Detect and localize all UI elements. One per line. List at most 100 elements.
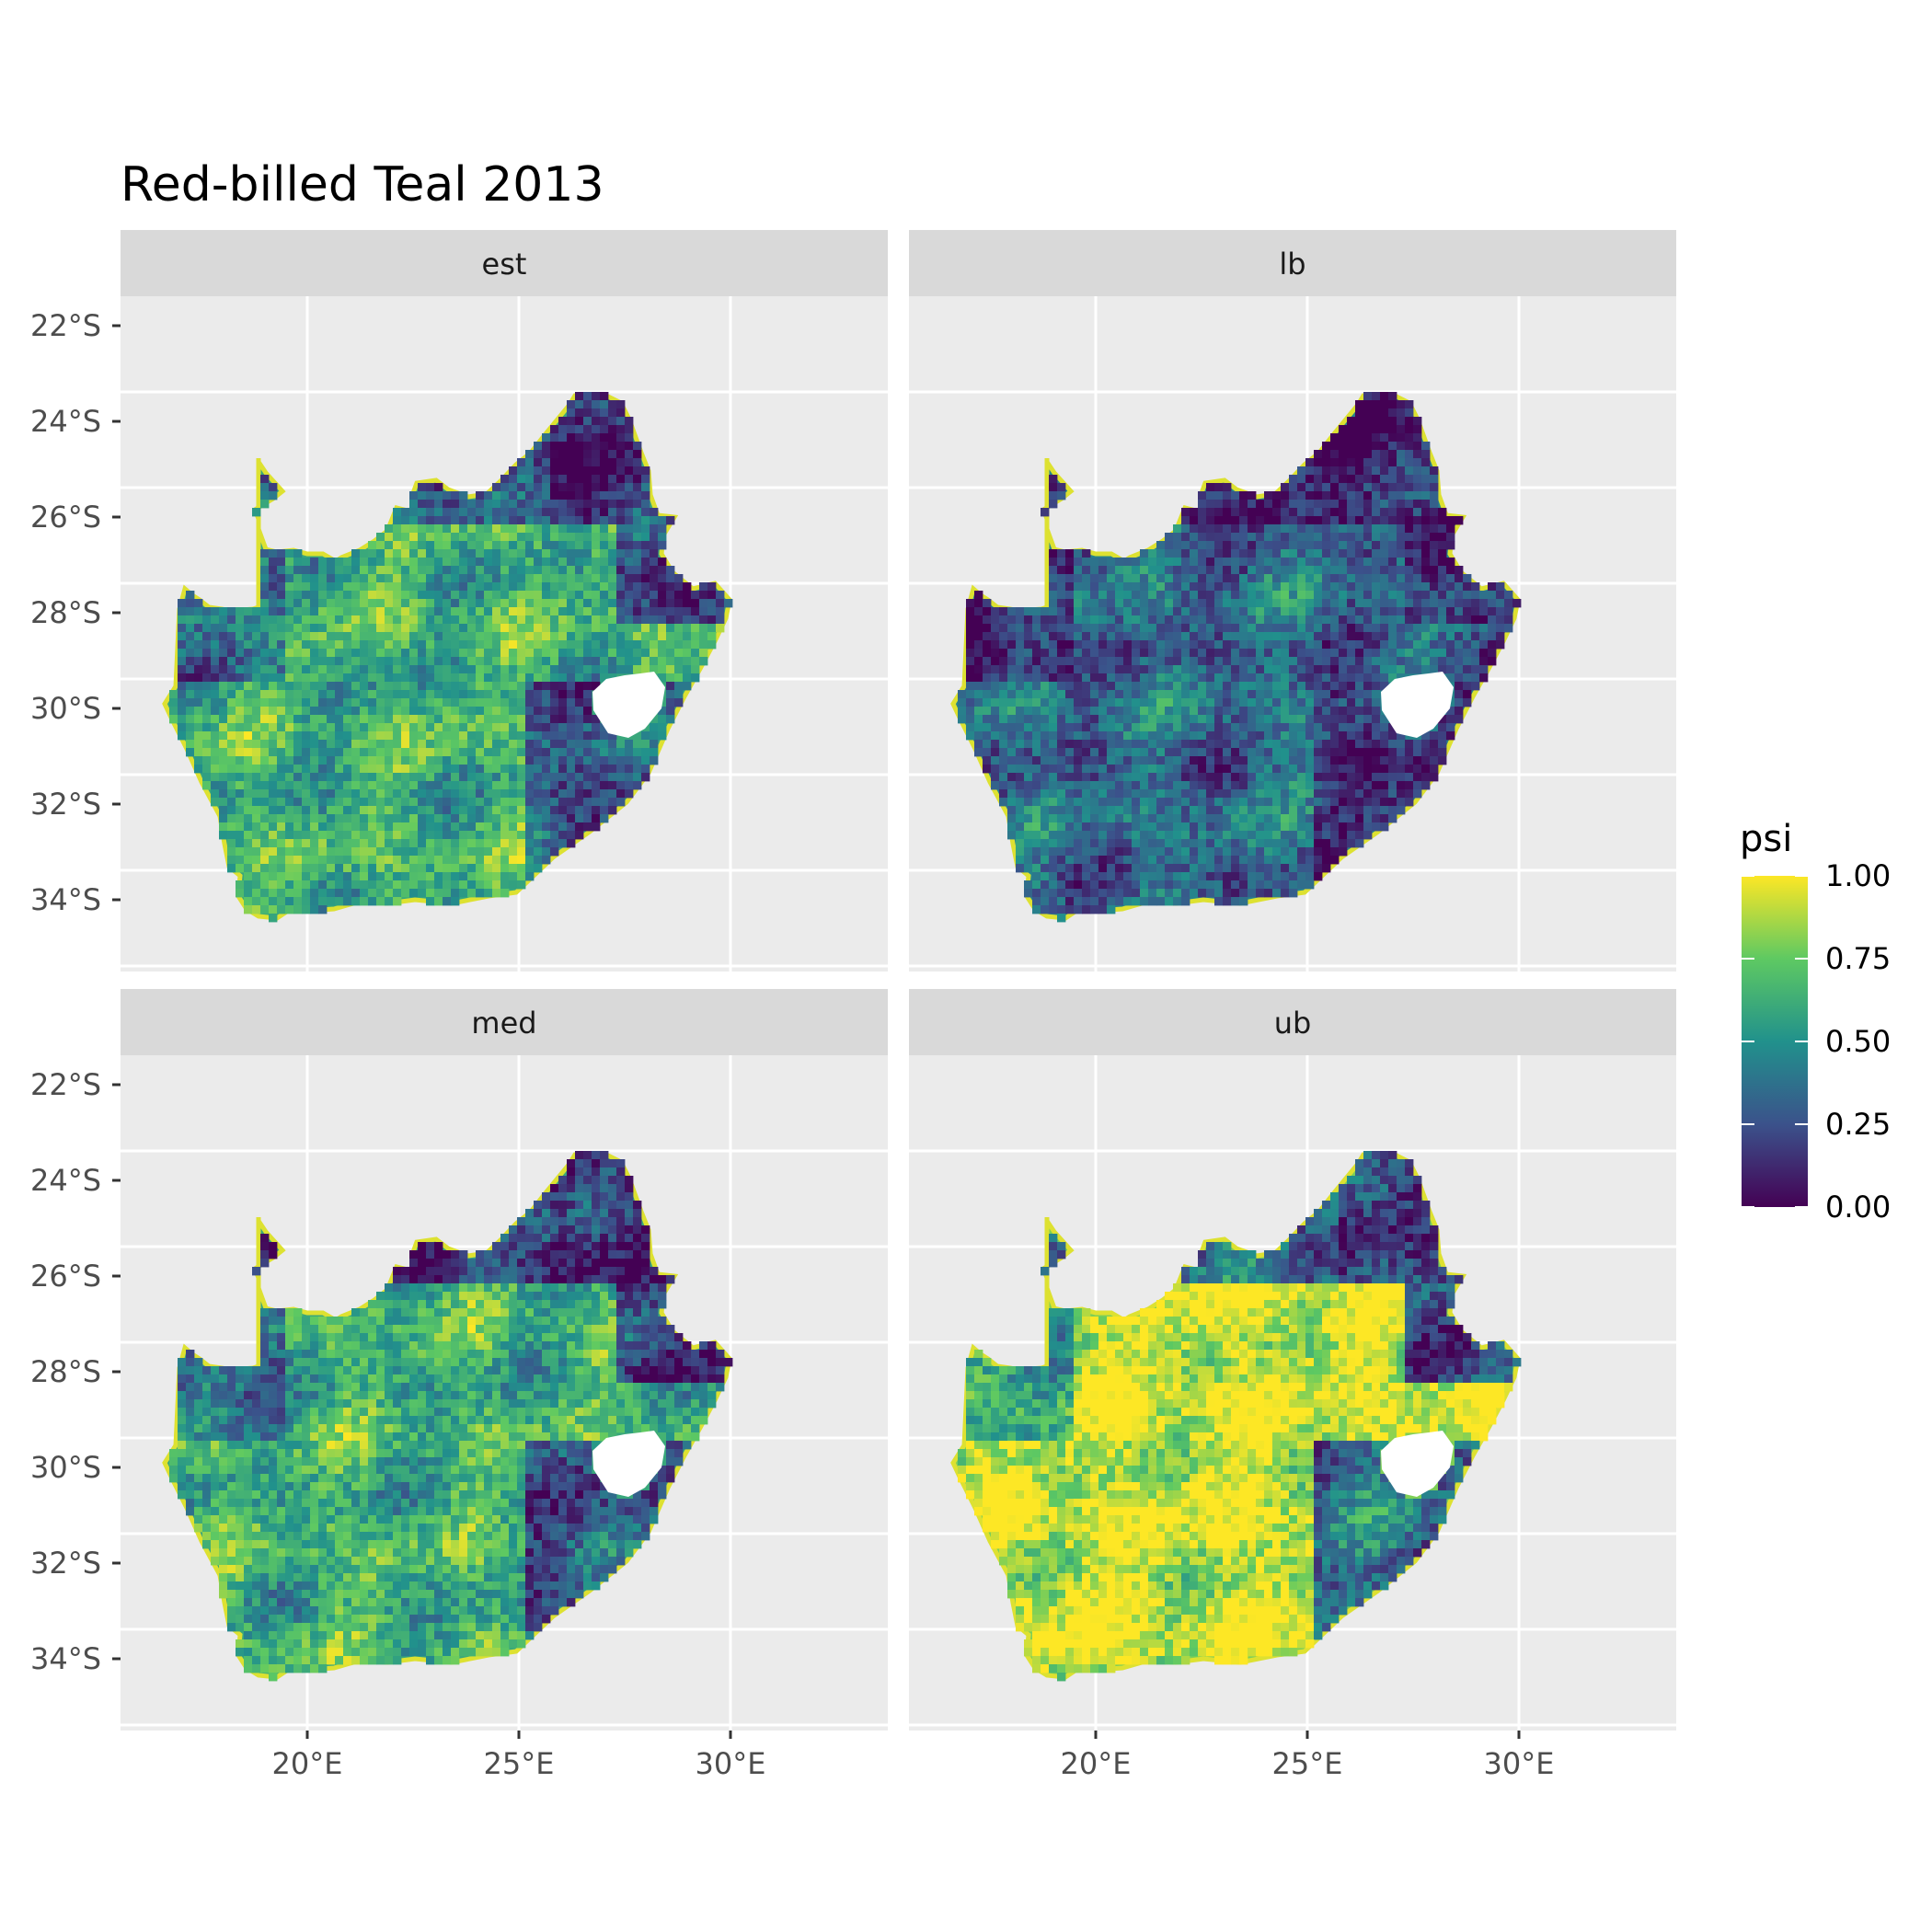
- raster-cell: [999, 731, 1008, 741]
- raster-cell: [1388, 657, 1397, 666]
- raster-cell: [1272, 582, 1282, 592]
- raster-cell: [360, 723, 369, 732]
- raster-cell: [1198, 773, 1207, 782]
- raster-cell: [1355, 558, 1364, 567]
- raster-cell: [500, 756, 510, 765]
- raster-cell: [1372, 781, 1381, 790]
- lesotho-gap: [592, 672, 665, 738]
- raster-cell: [277, 607, 286, 616]
- raster-cell: [1496, 582, 1505, 592]
- raster-cell: [1140, 632, 1149, 641]
- raster-cell: [1065, 549, 1075, 558]
- raster-cell: [244, 781, 253, 790]
- raster-cell: [1057, 657, 1066, 666]
- raster-cell: [459, 558, 468, 567]
- raster-cell: [1314, 541, 1323, 550]
- raster-cell: [1256, 566, 1265, 575]
- raster-cell: [1165, 806, 1174, 815]
- raster-cell: [186, 599, 195, 608]
- raster-cell: [1082, 731, 1091, 741]
- raster-cell: [616, 632, 626, 641]
- raster-cell: [1272, 773, 1282, 782]
- raster-cell: [1297, 831, 1306, 840]
- raster-cell: [1322, 831, 1331, 840]
- raster-cell: [219, 632, 228, 641]
- raster-cell: [318, 673, 328, 683]
- raster-cell: [1388, 756, 1397, 765]
- raster-cell: [318, 707, 328, 716]
- raster-cell: [244, 765, 253, 774]
- raster-cell: [310, 814, 319, 823]
- raster-cell: [608, 649, 617, 658]
- raster-cell: [1413, 765, 1422, 774]
- raster-cell: [269, 880, 278, 890]
- raster-cell: [633, 781, 642, 790]
- raster-cell: [368, 640, 377, 650]
- raster-cell: [401, 707, 410, 716]
- raster-cell: [1471, 624, 1480, 633]
- raster-cell: [1082, 682, 1091, 691]
- raster-cell: [1024, 831, 1033, 840]
- raster-cell: [1206, 781, 1215, 790]
- raster-cell: [1281, 731, 1290, 741]
- raster-cell: [227, 707, 236, 716]
- raster-cell: [1388, 425, 1397, 434]
- raster-cell: [1140, 615, 1149, 625]
- raster-cell: [252, 856, 261, 865]
- raster-cell: [335, 740, 344, 749]
- raster-cell: [1281, 500, 1290, 509]
- raster-cell: [1405, 748, 1414, 757]
- raster-cell: [467, 822, 477, 832]
- raster-cell: [1413, 640, 1422, 650]
- raster-cell: [376, 856, 385, 865]
- raster-cell: [351, 773, 361, 782]
- raster-cell: [1190, 798, 1199, 807]
- raster-cell: [600, 516, 609, 525]
- raster-cell: [459, 740, 468, 749]
- raster-cell: [1256, 549, 1265, 558]
- raster-cell: [252, 632, 261, 641]
- raster-cell: [583, 533, 592, 542]
- raster-cell: [293, 632, 303, 641]
- raster-cell: [1289, 781, 1298, 790]
- raster-cell: [451, 599, 460, 608]
- raster-cell: [1016, 624, 1025, 633]
- raster-cell: [484, 574, 493, 583]
- raster-cell: [1363, 450, 1373, 459]
- raster-cell: [443, 558, 452, 567]
- raster-cell: [1363, 408, 1373, 418]
- raster-cell: [1305, 773, 1315, 782]
- raster-cell: [451, 806, 460, 815]
- raster-cell: [244, 897, 253, 906]
- raster-cell: [666, 665, 675, 674]
- raster-cell: [509, 814, 518, 823]
- raster-cell: [641, 483, 650, 492]
- raster-cell: [211, 698, 220, 707]
- raster-cell: [1421, 731, 1431, 741]
- raster-cell: [236, 731, 245, 741]
- raster-cell: [351, 872, 361, 881]
- raster-cell: [393, 889, 402, 898]
- raster-cell: [451, 897, 460, 906]
- raster-cell: [1372, 392, 1381, 401]
- raster-cell: [1347, 566, 1356, 575]
- raster-cell: [1256, 524, 1265, 534]
- raster-cell: [393, 599, 402, 608]
- raster-cell: [991, 748, 1000, 757]
- raster-cell: [666, 574, 675, 583]
- raster-cell: [376, 723, 385, 732]
- raster-cell: [1405, 508, 1414, 517]
- raster-cell: [269, 756, 278, 765]
- raster-cell: [335, 574, 344, 583]
- raster-cell: [368, 665, 377, 674]
- raster-cell: [592, 657, 601, 666]
- raster-cell: [525, 707, 535, 716]
- raster-cell: [327, 707, 336, 716]
- raster-cell: [1090, 723, 1099, 732]
- raster-cell: [401, 599, 410, 608]
- raster-cell: [1421, 599, 1431, 608]
- raster-cell: [484, 682, 493, 691]
- raster-cell: [1256, 665, 1265, 674]
- raster-cell: [252, 723, 261, 732]
- raster-cell: [467, 756, 477, 765]
